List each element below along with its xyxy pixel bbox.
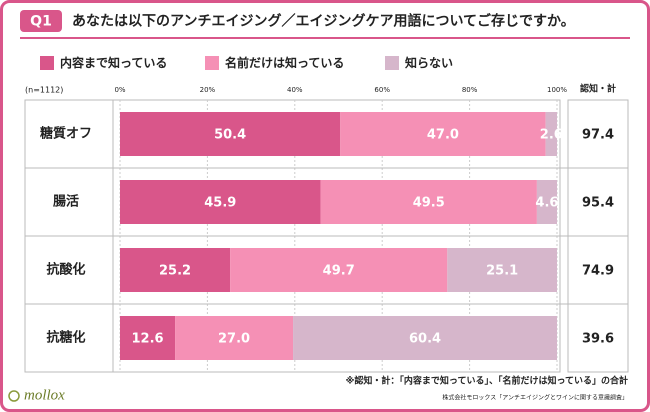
- legend-swatch: [385, 56, 399, 70]
- value-label: 49.7: [323, 264, 355, 279]
- bar-segment: [230, 248, 448, 292]
- category-label: 糖質オフ: [40, 126, 92, 142]
- source: 株式会社モロックス「アンチエイジングとワインに関する意識調査」: [442, 394, 628, 402]
- category-label: 抗酸化: [46, 262, 85, 278]
- bar-segment: [120, 316, 176, 360]
- x-tick-label: 40%: [287, 86, 303, 94]
- bar-segment: [120, 112, 341, 156]
- bar-segment: [120, 248, 231, 292]
- value-label: 50.4: [214, 128, 246, 143]
- category-label: 腸活: [53, 194, 79, 210]
- legend-swatch: [40, 56, 54, 70]
- value-label: 60.4: [409, 332, 441, 347]
- legend-label: 名前だけは知っている: [225, 55, 344, 70]
- value-label: 47.0: [427, 128, 459, 143]
- totals-header: 認知・計: [580, 83, 616, 95]
- value-label: 45.9: [204, 196, 236, 211]
- legend-label: 内容まで知っている: [60, 55, 167, 70]
- logo: mollox: [24, 387, 65, 403]
- x-tick-label: 20%: [200, 86, 216, 94]
- sample-label: (n=1112): [25, 86, 63, 95]
- badge: Q1: [30, 14, 52, 30]
- x-tick-label: 80%: [462, 86, 478, 94]
- value-label: 2.6: [540, 128, 563, 143]
- value-label: 25.1: [486, 264, 518, 279]
- total-label: 97.4: [582, 128, 614, 143]
- bar-segment: [340, 112, 546, 156]
- footnote: ※認知・計：「内容まで知っている」、「名前だけは知っている」の合計: [346, 375, 628, 387]
- x-tick-label: 60%: [374, 86, 390, 94]
- bar-segment: [320, 180, 537, 224]
- bar-segment: [175, 316, 294, 360]
- category-label: 抗糖化: [46, 330, 85, 346]
- x-tick-label: 100%: [547, 86, 567, 94]
- value-label: 25.2: [159, 264, 191, 279]
- logo-icon: [8, 390, 20, 402]
- total-label: 95.4: [582, 196, 614, 211]
- bar-segment: [536, 180, 557, 224]
- bar-segment: [293, 316, 557, 360]
- value-label: 49.5: [413, 196, 445, 211]
- bar-segment: [447, 248, 557, 292]
- badge-box: [20, 10, 62, 32]
- value-label: 4.6: [535, 196, 558, 211]
- total-label: 74.9: [582, 264, 614, 279]
- legend-swatch: [205, 56, 219, 70]
- chart-title: あなたは以下のアンチエイジング／エイジングケア用語についてご存じですか。: [72, 13, 575, 30]
- bar-segment: [545, 112, 557, 156]
- value-label: 27.0: [218, 332, 250, 347]
- x-tick-label: 0%: [114, 86, 125, 94]
- legend-label: 知らない: [404, 55, 453, 70]
- total-label: 39.6: [582, 332, 614, 347]
- value-label: 12.6: [131, 332, 163, 347]
- bar-segment: [120, 180, 321, 224]
